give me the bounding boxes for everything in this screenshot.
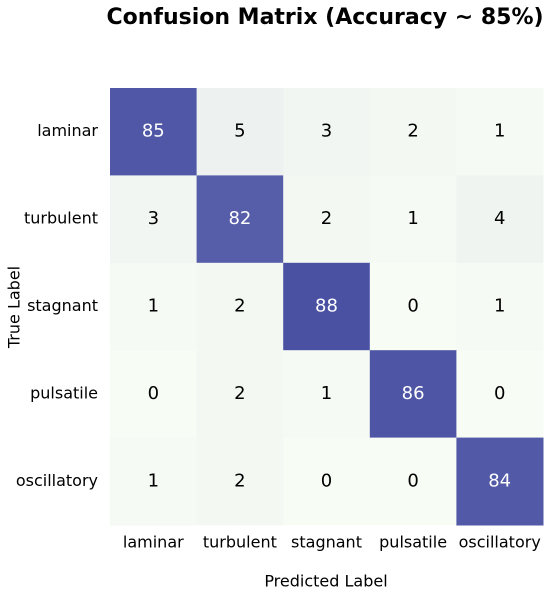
cell-label: 1 — [494, 296, 505, 317]
cell-label: 1 — [407, 208, 418, 229]
cell-label: 86 — [402, 383, 425, 404]
heatmap-cell — [369, 437, 457, 526]
heatmap-cell — [196, 437, 284, 526]
y-tick-label: turbulent — [24, 209, 98, 228]
chart-title: Confusion Matrix (Accuracy ~ 85%) — [106, 5, 543, 30]
cell-label: 0 — [148, 383, 159, 404]
cell-label: 1 — [321, 383, 332, 404]
cell-label: 0 — [407, 470, 418, 491]
cell-label: 2 — [234, 470, 245, 491]
heatmap-cell — [456, 437, 544, 526]
x-tick-label: pulsatile — [379, 533, 447, 552]
y-tick-label: stagnant — [27, 296, 98, 315]
heatmap-cell — [456, 262, 544, 351]
cell-label: 4 — [494, 208, 505, 229]
cell-label: 1 — [148, 470, 159, 491]
heatmap-cell — [283, 350, 371, 439]
heatmap-cell — [369, 262, 457, 351]
x-axis-label: Predicted Label — [264, 572, 387, 591]
cell-label: 2 — [234, 383, 245, 404]
x-tick-label: laminar — [123, 533, 184, 552]
cell-label: 85 — [142, 121, 165, 142]
heatmap-cell — [110, 350, 198, 439]
heatmap-cell — [456, 88, 544, 176]
heatmap-cell — [456, 175, 544, 264]
cell-label: 82 — [228, 208, 251, 229]
heatmap-cell — [196, 350, 284, 439]
cell-label: 2 — [234, 296, 245, 317]
heatmap-cell — [196, 88, 284, 176]
cell-label: 1 — [494, 121, 505, 142]
heatmap-cell — [369, 175, 457, 264]
heatmap-cell — [110, 175, 198, 264]
cell-label: 3 — [148, 208, 159, 229]
heatmap-cell — [369, 350, 457, 439]
cell-label: 88 — [315, 296, 338, 317]
y-tick-label: oscillatory — [16, 471, 98, 490]
cell-label: 1 — [148, 296, 159, 317]
cell-label: 0 — [494, 383, 505, 404]
cell-label: 0 — [407, 296, 418, 317]
y-tick-label: laminar — [37, 121, 98, 140]
cell-label: 2 — [321, 208, 332, 229]
cell-label: 0 — [321, 470, 332, 491]
heatmap-cell — [196, 175, 284, 264]
x-tick-label: oscillatory — [459, 533, 541, 552]
heatmap-cell — [110, 88, 198, 176]
heatmap-cell — [283, 88, 371, 176]
cell-label: 3 — [321, 121, 332, 142]
heatmap-cell — [283, 437, 371, 526]
x-tick-label: turbulent — [203, 533, 277, 552]
heatmap-cell — [283, 262, 371, 351]
heatmap-cell — [110, 262, 198, 351]
x-tick-label: stagnant — [291, 533, 362, 552]
heatmap-cell — [369, 88, 457, 176]
heatmap-cell — [456, 350, 544, 439]
cell-label: 2 — [407, 121, 418, 142]
heatmap-cell — [283, 175, 371, 264]
y-tick-label: pulsatile — [30, 383, 98, 402]
cell-label: 5 — [234, 121, 245, 142]
heatmap-cell — [196, 262, 284, 351]
y-axis-label: True Label — [5, 266, 24, 349]
cell-label: 84 — [488, 470, 511, 491]
heatmap-cell — [110, 437, 198, 526]
